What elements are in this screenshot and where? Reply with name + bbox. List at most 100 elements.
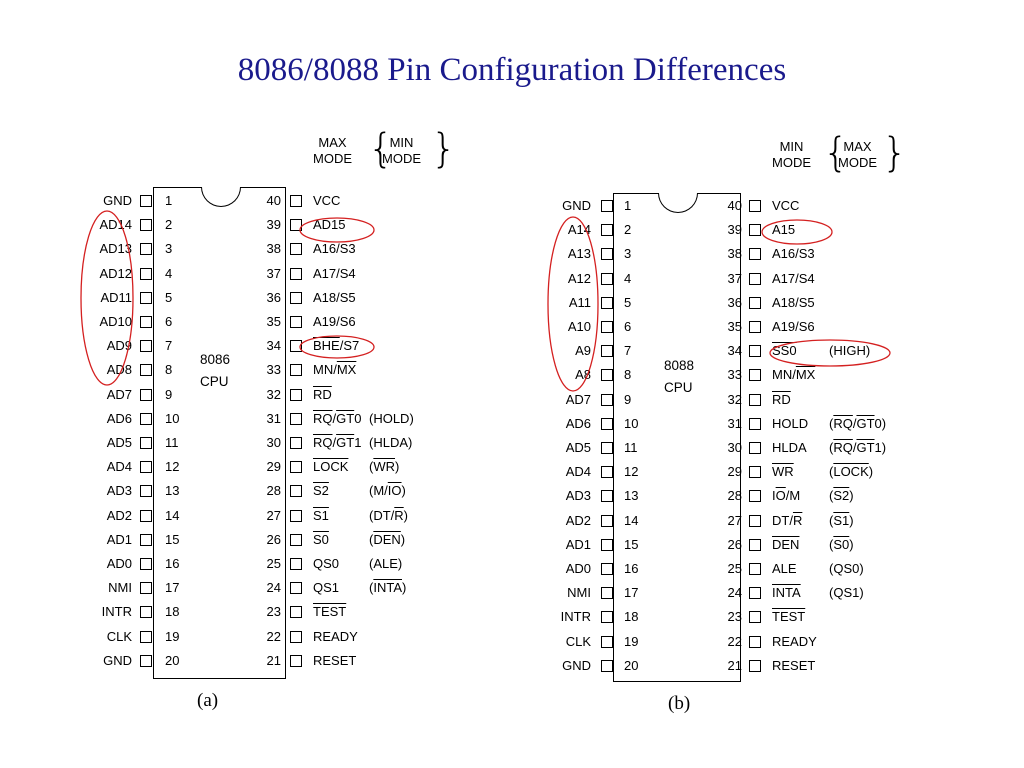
pin-number-right: 29 [266,459,281,475]
pin-name-left: NMI [108,580,132,596]
pin-number-left: 10 [624,415,639,431]
pin-box-left [601,466,613,479]
pin-name-left: AD13 [99,241,132,257]
pin-number-right: 26 [727,536,742,552]
pin-number-left: 3 [165,241,173,257]
pin-number-right: 28 [727,488,742,504]
pin-number-left: 20 [165,652,180,668]
chip-body [613,192,741,682]
brace-left: { [368,126,394,172]
pin-name-left: AD2 [565,512,591,528]
diagram-caption: (a) [197,690,219,711]
pin-box-left [601,369,613,382]
pin-name-right: DT/R [772,512,803,528]
pin-number-right: 23 [266,604,281,620]
pin-name-left: AD10 [99,314,132,329]
pin-alt-function: (S1) [829,512,854,528]
pin-box-left [601,659,613,672]
pin-number-left: 19 [165,628,180,644]
pin-number-left: 5 [165,289,173,305]
pin-box-right [749,224,761,237]
pin-number-right: 22 [727,633,742,649]
pin-name-right: READY [772,633,817,649]
mode-header-second: MAX MODE [838,139,877,170]
pin-alt-function: (DEN) [369,531,406,547]
pin-box-left [140,364,152,377]
pin-box-right [290,316,302,328]
pin-number-right: 34 [727,343,742,359]
pin-box-left [140,267,152,280]
pin-box-right [290,558,302,570]
pin-name-right: RESET [772,657,816,673]
pin-box-left [140,582,152,595]
pin-box-right [290,243,302,256]
pin-name-right: WR [772,464,794,480]
pin-name-left: A9 [575,343,591,359]
pin-name-right: A15 [772,222,796,238]
pin-name-left: AD1 [106,531,132,547]
pin-number-left: 15 [624,536,639,552]
pin-box-right [749,466,761,479]
pin-name-right: IO/M [772,488,801,504]
pin-box-left [601,417,613,430]
pin-box-right [290,437,302,449]
pin-number-right: 32 [266,386,281,402]
pin-number-right: 22 [266,628,281,644]
pin-name-right: A17/S4 [772,270,815,286]
mode-header-second: MIN MODE [382,135,421,166]
pin-box-left [601,442,613,454]
pin-name-left: AD6 [106,410,132,426]
pin-box-right [749,200,761,212]
pin-number-left: 12 [165,459,180,475]
pin-number-left: 11 [165,435,179,450]
brace-left: { [823,130,849,176]
pin-box-right [749,659,761,672]
pin-name-left: AD0 [565,561,591,576]
chip-notch [658,192,698,213]
pin-name-left: AD3 [565,488,591,504]
pin-number-left: 14 [165,507,180,523]
chip-label: 8088 [664,358,695,373]
pin-box-left [140,412,152,425]
pin-name-right: TEST [313,604,347,620]
pin-box-right [749,369,761,382]
pin-box-left [140,243,152,256]
pin-box-left [140,291,152,304]
pin-number-right: 36 [266,289,281,305]
pin-name-left: INTR [101,604,132,620]
pin-box-left [140,219,152,232]
pin-box-right [290,267,302,280]
pin-number-left: 17 [165,580,180,596]
pin-box-right [749,248,761,261]
pin-number-right: 27 [727,512,742,528]
pin-name-left: CLK [106,628,132,644]
pin-name-left: AD7 [106,386,132,402]
pin-box-right [290,461,302,474]
pin-box-right [290,412,302,425]
pin-box-right [290,533,302,546]
pin-name-right: RD [772,391,791,407]
pin-box-right [749,296,761,309]
pin-name-left: AD5 [106,435,132,450]
pin-number-left: 5 [624,294,632,310]
pin-box-left [140,437,152,449]
pin-number-left: 20 [624,657,639,673]
pin-name-right: A18/S5 [313,289,356,305]
pin-number-left: 2 [624,222,632,238]
chip-notch [200,186,241,207]
pin-name-right: HOLD [772,415,809,431]
pin-alt-function: (INTA) [369,580,407,596]
pin-box-right [290,291,302,304]
mode-header-first: MIN MODE [772,139,811,170]
pin-name-left: AD2 [106,507,132,523]
pin-name-left: A13 [567,246,591,262]
pin-number-right: 21 [266,652,281,668]
pin-alt-function: (HIGH) [829,343,871,359]
pin-number-left: 1 [165,193,173,208]
pin-box-left [601,248,613,261]
pin-number-right: 35 [727,319,742,334]
pin-box-left [140,195,152,207]
pin-name-left: A14 [567,222,591,238]
pin-name-right: MN/MX [313,362,357,378]
pin-alt-function: (QS1) [829,585,864,601]
